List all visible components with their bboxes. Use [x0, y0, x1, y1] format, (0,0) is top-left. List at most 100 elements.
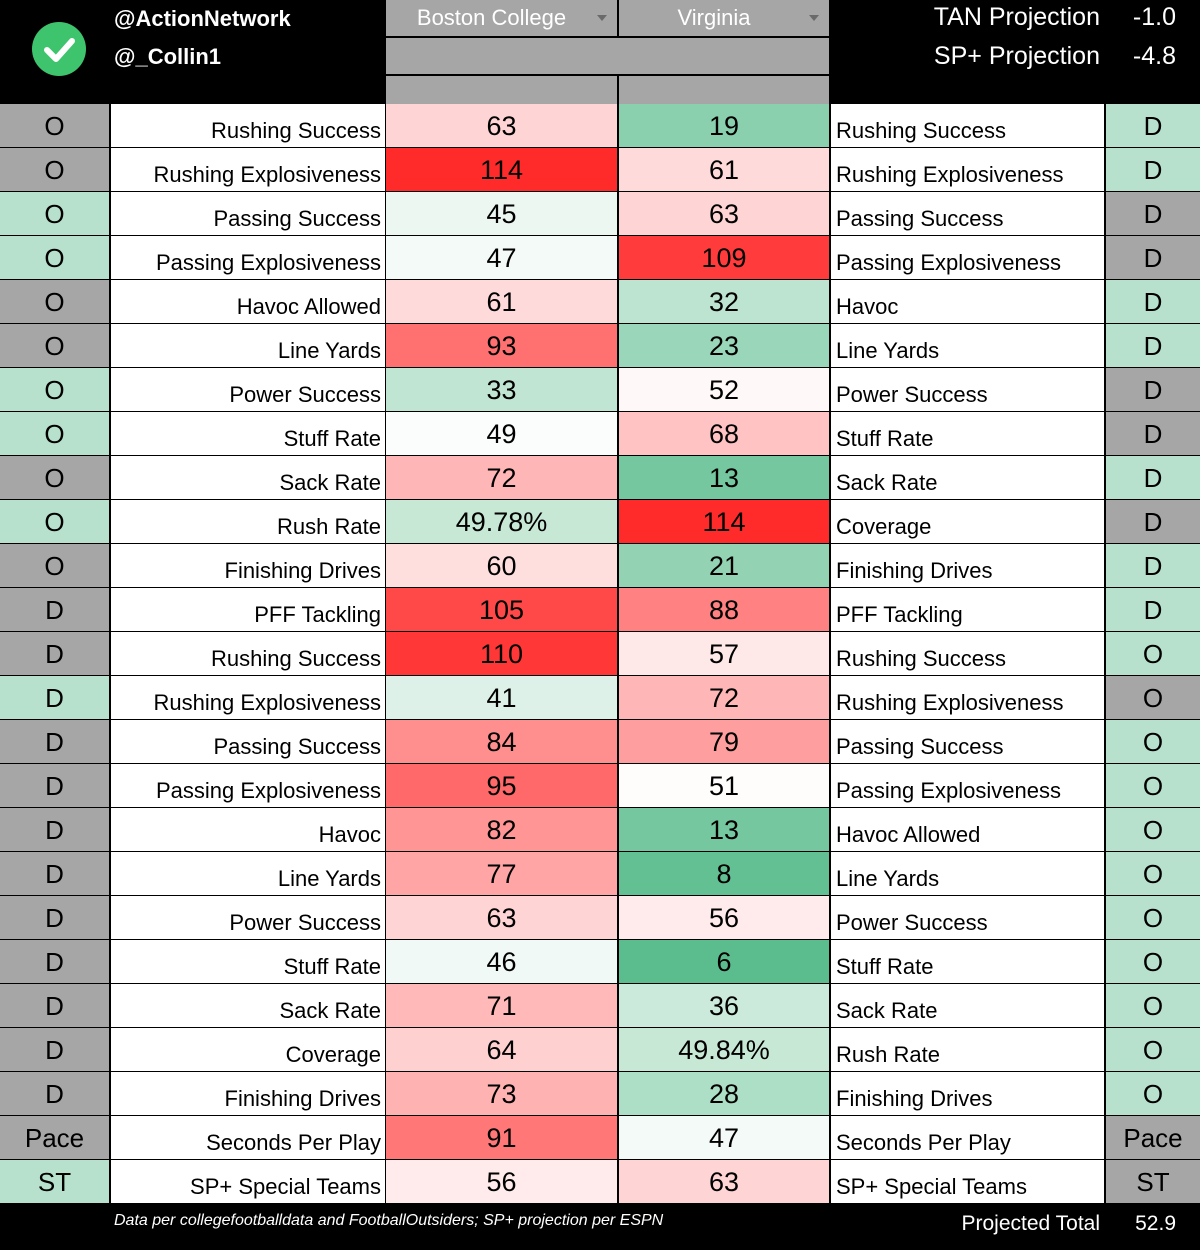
metric-label-left: Rush Rate — [111, 500, 385, 543]
metric-label-left: Havoc Allowed — [111, 280, 385, 323]
unit-badge-left: O — [0, 544, 109, 587]
team-left-select[interactable]: Boston College — [386, 0, 617, 36]
unit-badge-left: D — [0, 676, 109, 719]
value-boston-college: 93 — [386, 324, 617, 367]
value-virginia: 63 — [619, 192, 829, 235]
unit-badge-left: O — [0, 500, 109, 543]
unit-badge-left: O — [0, 412, 109, 455]
unit-badge-right: O — [1106, 808, 1200, 851]
metric-label-right: Rushing Explosiveness — [831, 676, 1104, 719]
metric-label-right: Power Success — [831, 896, 1104, 939]
unit-badge-left: D — [0, 764, 109, 807]
header-band-right — [619, 76, 829, 104]
metric-label-left: Rushing Explosiveness — [111, 676, 385, 719]
metric-label-left: Passing Success — [111, 720, 385, 763]
value-virginia: 21 — [619, 544, 829, 587]
team-left-label: Boston College — [416, 5, 567, 30]
metric-label-right: Rush Rate — [831, 1028, 1104, 1071]
table-row: O Passing Success 45 63 Passing Success D — [0, 192, 1200, 236]
header: @ActionNetwork @_Collin1 Boston College … — [0, 0, 1200, 104]
team-right-select[interactable]: Virginia — [619, 0, 829, 36]
unit-badge-left: O — [0, 368, 109, 411]
metric-label-left: Sack Rate — [111, 456, 385, 499]
metric-label-right: Line Yards — [831, 852, 1104, 895]
unit-badge-right: O — [1106, 764, 1200, 807]
value-virginia: 47 — [619, 1116, 829, 1159]
unit-badge-left: O — [0, 104, 109, 147]
table-row: D Passing Success 84 79 Passing Success O — [0, 720, 1200, 764]
table-row: D PFF Tackling 105 88 PFF Tackling D — [0, 588, 1200, 632]
chevron-down-icon[interactable] — [597, 15, 607, 21]
table-row: O Rush Rate 49.78% 114 Coverage D — [0, 500, 1200, 544]
metric-label-left: PFF Tackling — [111, 588, 385, 631]
metric-label-left: Rushing Explosiveness — [111, 148, 385, 191]
chevron-down-icon[interactable] — [809, 15, 819, 21]
unit-badge-left: D — [0, 940, 109, 983]
unit-badge-left: O — [0, 456, 109, 499]
metric-label-right: Finishing Drives — [831, 544, 1104, 587]
metric-label-right: Havoc — [831, 280, 1104, 323]
metric-label-left: Coverage — [111, 1028, 385, 1071]
value-virginia: 8 — [619, 852, 829, 895]
unit-badge-right: O — [1106, 1072, 1200, 1115]
metric-label-right: Stuff Rate — [831, 412, 1104, 455]
table-row: D Coverage 64 49.84% Rush Rate O — [0, 1028, 1200, 1072]
unit-badge-left: O — [0, 280, 109, 323]
unit-badge-right: D — [1106, 280, 1200, 323]
table-row: D Rushing Explosiveness 41 72 Rushing Explos… — [0, 676, 1200, 720]
metric-label-right: PFF Tackling — [831, 588, 1104, 631]
metric-label-left: Passing Explosiveness — [111, 764, 385, 807]
unit-badge-right: D — [1106, 236, 1200, 279]
value-boston-college: 33 — [386, 368, 617, 411]
table-row: O Sack Rate 72 13 Sack Rate D — [0, 456, 1200, 500]
metric-label-right: Passing Explosiveness — [831, 764, 1104, 807]
value-boston-college: 77 — [386, 852, 617, 895]
value-virginia: 51 — [619, 764, 829, 807]
sp-projection-label: SP+ Projection — [933, 42, 1100, 70]
unit-badge-right: O — [1106, 940, 1200, 983]
table-row: O Finishing Drives 60 21 Finishing Drives D — [0, 544, 1200, 588]
unit-badge-right: D — [1106, 192, 1200, 235]
metric-label-right: Havoc Allowed — [831, 808, 1104, 851]
tan-projection-label: TAN Projection — [933, 3, 1100, 31]
value-virginia: 52 — [619, 368, 829, 411]
table-row: O Havoc Allowed 61 32 Havoc D — [0, 280, 1200, 324]
unit-badge-left: D — [0, 720, 109, 763]
metric-label-left: Rushing Success — [111, 104, 385, 147]
team-right-label: Virginia — [677, 5, 751, 30]
value-boston-college: 63 — [386, 896, 617, 939]
value-virginia: 61 — [619, 148, 829, 191]
value-virginia: 63 — [619, 1160, 829, 1203]
table-row: D Rushing Success 110 57 Rushing Success O — [0, 632, 1200, 676]
value-virginia: 49.84% — [619, 1028, 829, 1071]
unit-badge-right: D — [1106, 324, 1200, 367]
metric-label-left: Passing Success — [111, 192, 385, 235]
value-virginia: 36 — [619, 984, 829, 1027]
handle-action-network: @ActionNetwork — [114, 6, 291, 31]
metric-label-left: Havoc — [111, 808, 385, 851]
metric-label-left: Passing Explosiveness — [111, 236, 385, 279]
table-row: D Finishing Drives 73 28 Finishing Drives O — [0, 1072, 1200, 1116]
value-virginia: 28 — [619, 1072, 829, 1115]
value-boston-college: 73 — [386, 1072, 617, 1115]
unit-badge-right: O — [1106, 984, 1200, 1027]
matchup-table: O Rushing Success 63 19 Rushing Success D O Rus… — [0, 104, 1200, 1206]
metric-label-right: Sack Rate — [831, 456, 1104, 499]
unit-badge-left: D — [0, 808, 109, 851]
value-virginia: 57 — [619, 632, 829, 675]
metric-label-right: Line Yards — [831, 324, 1104, 367]
source-note: Data per collegefootballdata and Footbal… — [114, 1212, 664, 1229]
metric-label-right: Seconds Per Play — [831, 1116, 1104, 1159]
value-virginia: 6 — [619, 940, 829, 983]
value-boston-college: 46 — [386, 940, 617, 983]
metric-label-left: Finishing Drives — [111, 544, 385, 587]
unit-badge-right: O — [1106, 896, 1200, 939]
unit-badge-left: D — [0, 1072, 109, 1115]
metric-label-left: SP+ Special Teams — [111, 1160, 385, 1203]
value-virginia: 32 — [619, 280, 829, 323]
unit-badge-right: ST — [1106, 1160, 1200, 1203]
value-boston-college: 41 — [386, 676, 617, 719]
handle-collin: @_Collin1 — [114, 44, 222, 69]
table-row: O Stuff Rate 49 68 Stuff Rate D — [0, 412, 1200, 456]
unit-badge-left: ST — [0, 1160, 109, 1203]
